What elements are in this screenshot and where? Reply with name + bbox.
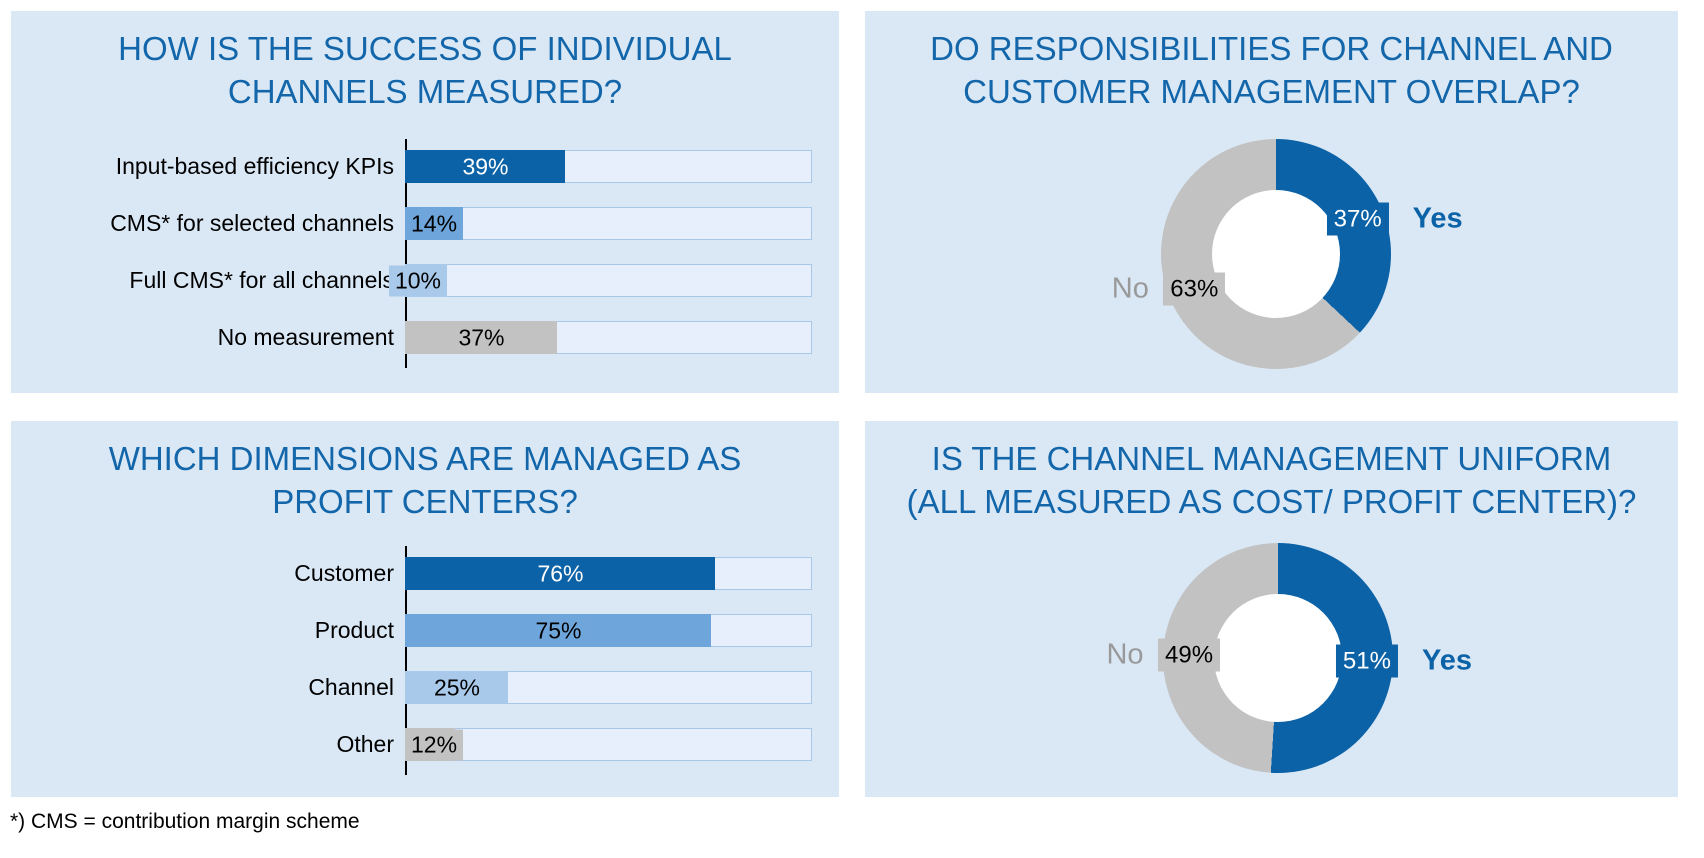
footnote-cms-definition: *) CMS = contribution margin scheme bbox=[10, 810, 360, 833]
category-label: Other bbox=[336, 731, 394, 757]
panel-title-line-1: HOW IS THE SUCCESS OF INDIVIDUAL bbox=[118, 30, 732, 67]
bar-track: 75% bbox=[405, 614, 812, 647]
panel-channel-success-measurement: HOW IS THE SUCCESS OF INDIVIDUAL CHANNELS… bbox=[11, 11, 839, 393]
category-label: CMS* for selected channels bbox=[110, 210, 394, 236]
donut-hole bbox=[1212, 190, 1340, 318]
bar-value-label: 76% bbox=[531, 558, 590, 589]
panel-channel-management-uniform: IS THE CHANNEL MANAGEMENT UNIFORM (ALL ME… bbox=[865, 421, 1678, 797]
axis-line bbox=[405, 139, 407, 368]
panel-title-line-2: (ALL MEASURED AS COST/ PROFIT CENTER)? bbox=[906, 483, 1637, 520]
panel-title-line-1: IS THE CHANNEL MANAGEMENT UNIFORM bbox=[931, 440, 1612, 477]
bar-value-label: 37% bbox=[452, 322, 511, 353]
category-label: Product bbox=[314, 617, 394, 643]
bar-value-label: 10% bbox=[388, 265, 447, 296]
bar-value-label: 12% bbox=[405, 729, 464, 760]
donut-side-label-yes: Yes bbox=[1421, 644, 1472, 677]
panel-title: WHICH DIMENSIONS ARE MANAGED AS PROFIT CE… bbox=[11, 437, 839, 523]
donut-side-label-yes: Yes bbox=[1412, 202, 1463, 235]
category-label: Input-based efficiency KPIs bbox=[115, 153, 394, 179]
panel-title-line-2: CUSTOMER MANAGEMENT OVERLAP? bbox=[963, 73, 1580, 110]
bar-value-label: 14% bbox=[405, 208, 464, 239]
bar-value-label: 39% bbox=[456, 151, 515, 182]
panel-profit-center-dimensions: WHICH DIMENSIONS ARE MANAGED AS PROFIT CE… bbox=[11, 421, 839, 797]
category-label: Full CMS* for all channels bbox=[129, 267, 394, 293]
panel-title: IS THE CHANNEL MANAGEMENT UNIFORM (ALL ME… bbox=[865, 437, 1678, 523]
panel-title-line-2: CHANNELS MEASURED? bbox=[227, 73, 623, 110]
panel-title: DO RESPONSIBILITIES FOR CHANNEL AND CUSTO… bbox=[865, 27, 1678, 113]
category-label: Channel bbox=[308, 674, 394, 700]
panel-title-line-1: DO RESPONSIBILITIES FOR CHANNEL AND bbox=[930, 30, 1613, 67]
bar-track: 12% bbox=[405, 728, 812, 761]
category-label: Customer bbox=[294, 560, 394, 586]
panel-title: HOW IS THE SUCCESS OF INDIVIDUAL CHANNELS… bbox=[11, 27, 839, 113]
bar-track: 14% bbox=[405, 207, 812, 240]
bar-track: 39% bbox=[405, 150, 812, 183]
bar-chart-channel-success: Input-based efficiency KPIs 39% CMS* for s… bbox=[11, 11, 839, 393]
donut-hole bbox=[1214, 594, 1342, 722]
bar-track: 10% bbox=[388, 264, 812, 297]
donut-value-label-yes: 51% bbox=[1335, 644, 1398, 678]
donut-chart-channel-management-uniform: 51% Yes 49% No bbox=[865, 421, 1678, 797]
donut-value-label-no: 49% bbox=[1158, 638, 1221, 672]
bar-track: 37% bbox=[405, 321, 812, 354]
panel-responsibilities-overlap: DO RESPONSIBILITIES FOR CHANNEL AND CUSTO… bbox=[865, 11, 1678, 393]
axis-line bbox=[405, 546, 407, 775]
bar-track: 25% bbox=[405, 671, 812, 704]
donut-value-label-no: 63% bbox=[1163, 272, 1226, 306]
bar-value-label: 75% bbox=[529, 615, 588, 646]
bar-track: 76% bbox=[405, 557, 812, 590]
donut-value-label-yes: 37% bbox=[1326, 202, 1389, 236]
donut-side-label-no: No bbox=[1111, 272, 1149, 305]
bar-value-label: 25% bbox=[427, 672, 487, 703]
panel-title-line-1: WHICH DIMENSIONS ARE MANAGED AS bbox=[108, 440, 742, 477]
panel-title-line-2: PROFIT CENTERS? bbox=[272, 483, 578, 520]
bar-chart-profit-center-dimensions: Customer 76% Product 75% Channel 25% Other 12% bbox=[11, 421, 839, 797]
category-label: No measurement bbox=[217, 324, 394, 350]
donut-chart-responsibilities-overlap: 37% Yes 63% No bbox=[865, 11, 1678, 393]
donut-side-label-no: No bbox=[1106, 638, 1144, 671]
